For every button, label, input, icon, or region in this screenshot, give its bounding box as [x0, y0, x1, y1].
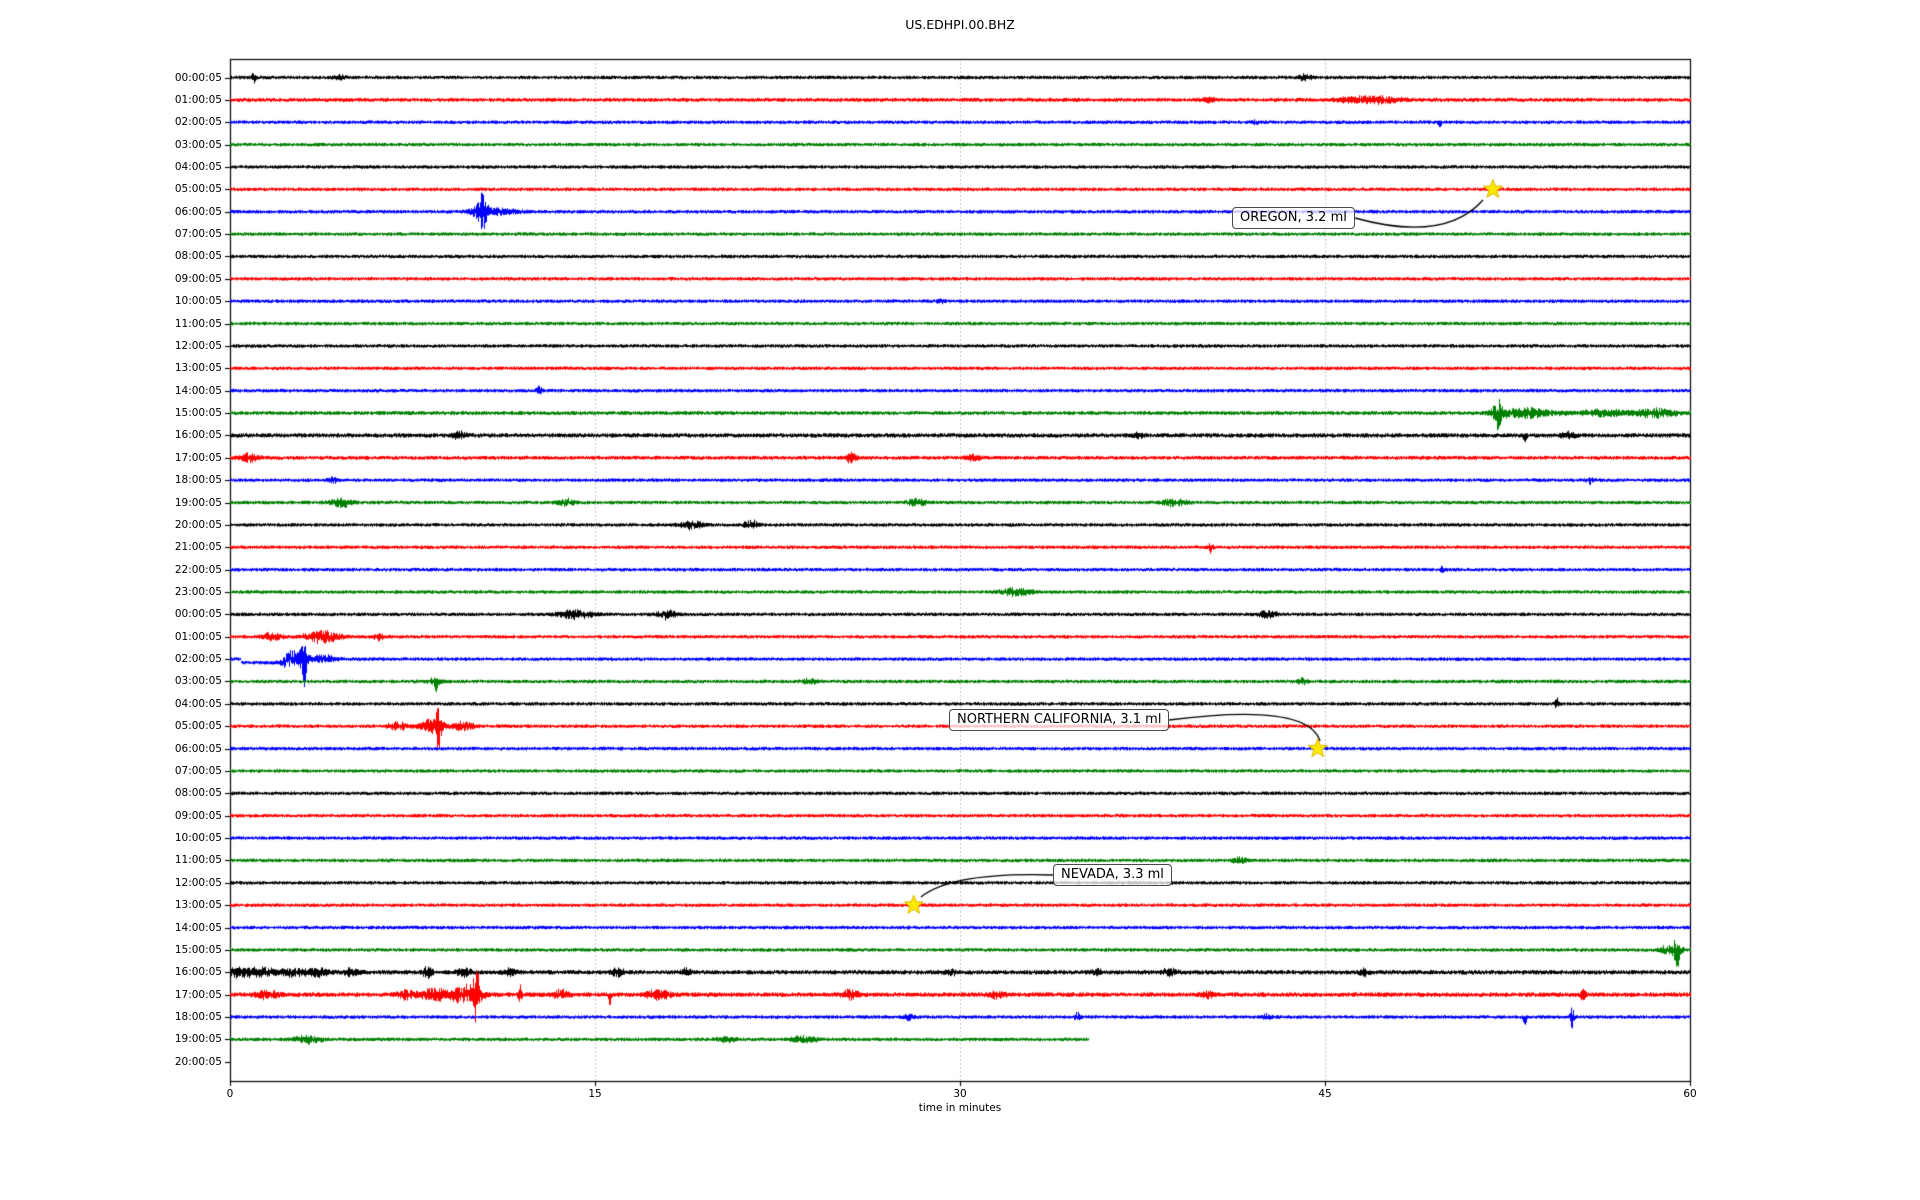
y-tick-label: 23:00:05: [174, 586, 222, 598]
event-annotation-nevada: NEVADA, 3.3 ml: [1053, 864, 1172, 886]
y-tick-label: 16:00:05: [174, 966, 222, 979]
y-tick-label: 09:00:05: [174, 809, 222, 822]
y-tick-label: 02:00:05: [174, 116, 222, 129]
y-tick-label: 12:00:05: [174, 339, 222, 352]
y-tick-label: 17:00:05: [174, 451, 222, 464]
y-tick-label: 10:00:05: [174, 832, 222, 845]
y-tick-label: 00:00:05: [174, 71, 222, 84]
x-tick-label: 45: [1318, 1088, 1332, 1100]
y-tick-label: 15:00:05: [174, 407, 222, 420]
y-tick-label: 05:00:05: [174, 720, 222, 733]
y-tick-label: 13:00:05: [174, 899, 222, 912]
y-tick-label: 20:00:05: [174, 518, 222, 531]
y-tick-label: 18:00:05: [174, 1011, 222, 1024]
y-tick-label: 21:00:05: [174, 541, 222, 554]
y-tick-label: 19:00:05: [174, 496, 222, 509]
y-tick-label: 06:00:05: [174, 205, 222, 218]
y-tick-label: 12:00:05: [174, 876, 222, 889]
y-tick-label: 03:00:05: [174, 138, 222, 151]
chart-title: US.EDHPI.00.BHZ: [905, 17, 1015, 32]
y-tick-label: 00:00:05: [174, 608, 222, 621]
y-tick-label: 14:00:05: [174, 921, 222, 934]
y-tick-label: 05:00:05: [174, 183, 222, 196]
y-tick-label: 04:00:05: [174, 697, 222, 710]
y-tick-label: 03:00:05: [174, 675, 222, 688]
y-tick-label: 17:00:05: [174, 988, 222, 1001]
y-tick-label: 08:00:05: [174, 250, 222, 263]
y-tick-label: 11:00:05: [174, 854, 222, 867]
event-annotation-northern-california: NORTHERN CALIFORNIA, 3.1 ml: [949, 709, 1170, 731]
y-tick-label: 18:00:05: [174, 474, 222, 487]
x-tick-label: 30: [953, 1088, 967, 1100]
y-tick-label: 20:00:05: [174, 1055, 222, 1068]
event-annotation-oregon: OREGON, 3.2 ml: [1232, 207, 1355, 229]
y-tick-label: 11:00:05: [174, 317, 222, 330]
y-tick-label: 07:00:05: [174, 764, 222, 777]
y-tick-label: 16:00:05: [174, 429, 222, 442]
y-tick-label: 02:00:05: [174, 653, 222, 666]
x-tick-label: 15: [588, 1088, 602, 1100]
y-tick-label: 09:00:05: [174, 272, 222, 285]
y-tick-label: 15:00:05: [174, 943, 222, 956]
y-tick-label: 08:00:05: [174, 787, 222, 800]
y-tick-label: 22:00:05: [174, 563, 222, 576]
y-tick-label: 10:00:05: [174, 295, 222, 308]
y-tick-label: 01:00:05: [174, 93, 222, 106]
y-tick-label: 14:00:05: [174, 384, 222, 397]
x-tick-label: 60: [1683, 1088, 1697, 1100]
y-tick-label: 19:00:05: [174, 1033, 222, 1046]
y-tick-label: 06:00:05: [174, 742, 222, 755]
y-tick-label: 01:00:05: [174, 630, 222, 643]
x-tick-label: 0: [226, 1088, 234, 1100]
y-tick-label: 13:00:05: [174, 362, 222, 375]
y-tick-label: 07:00:05: [174, 228, 222, 241]
y-tick-label: 04:00:05: [174, 160, 222, 173]
x-axis-title: time in minutes: [918, 1102, 1002, 1114]
